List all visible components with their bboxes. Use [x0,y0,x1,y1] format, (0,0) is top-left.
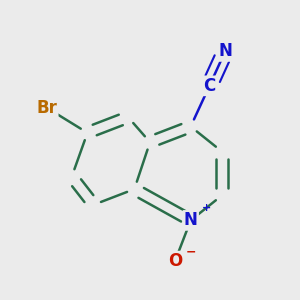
Text: O: O [168,252,182,270]
Text: C: C [203,77,216,95]
Text: Br: Br [36,99,57,117]
Text: −: − [185,245,196,258]
Text: N: N [184,212,198,230]
Text: +: + [202,203,211,213]
Text: N: N [218,42,232,60]
